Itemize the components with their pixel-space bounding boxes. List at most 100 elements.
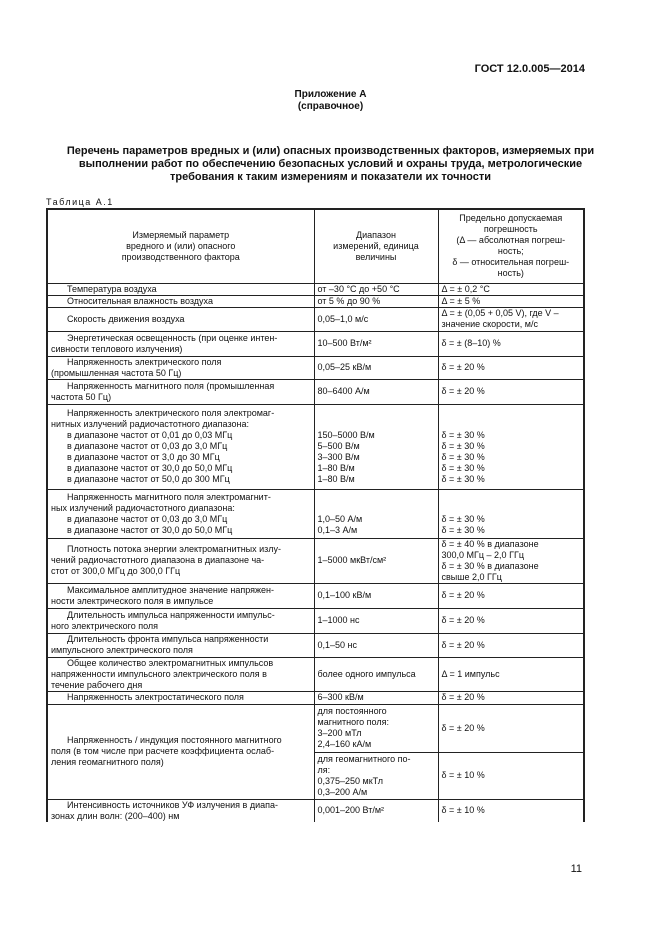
cell-line: Напряженность электростатического поля	[67, 692, 244, 702]
cell-line: в диапазоне частот от 30,0 до 50,0 МГц	[67, 463, 233, 473]
table-row: Энергетическая освещенность (при оценке …	[46, 330, 585, 357]
cell-line: δ = ± 30 %	[441, 463, 485, 473]
table-row: Напряженность магнитного поля (промышлен…	[46, 378, 585, 405]
cell-line: напряженности импульсного электрического…	[51, 668, 267, 679]
cell-line: ность)	[497, 268, 524, 279]
range-cell: 1–5000 мкВт/см²	[313, 537, 439, 584]
param-cell: Общее количество электромагнитных импуль…	[46, 656, 315, 692]
cell-line: значение скорости, м/с	[441, 319, 539, 329]
cell-line	[442, 503, 581, 514]
cell-line: 6–300 кВ/м	[317, 692, 364, 702]
cell-line: в диапазоне частот от 0,03 до 3,0 МГц	[67, 441, 228, 451]
cell-line: измерений, единица	[333, 240, 419, 251]
cell-line: 0,1–50 нс	[317, 639, 358, 650]
table-row: Напряженность электростатического поля 6–…	[46, 690, 585, 705]
cell-line: 80–6400 А/м	[317, 386, 370, 396]
cell-line: (промышленная частота 50 Гц)	[51, 367, 182, 378]
param-cell: Максимальное амплитудное значение напряж…	[46, 582, 315, 609]
error-cell: δ = ± 30 % δ = ± 30 % δ = ± 30 % δ = ± 30 %…	[437, 403, 585, 490]
cell-line: Δ = ± 0,2 °С	[441, 283, 490, 294]
param-cell: Измеряемый параметр вредного и (или) опас…	[46, 208, 315, 284]
standard-number: ГОСТ 12.0.005—2014	[474, 63, 585, 75]
cell-line: 150–5000 В/м	[317, 430, 375, 440]
cell-line: δ = ± 30 %	[441, 524, 485, 535]
table-row: Относительная влажность воздуха от 5 % до…	[46, 294, 585, 308]
error-cell: δ = ± 30 % δ = ± 30 %	[437, 488, 585, 539]
range-cell: от 5 % до 90 %	[313, 294, 439, 308]
range-cell: Диапазон измерений, единица величины	[313, 208, 439, 284]
cell-line: 0,05–1,0 м/с	[317, 313, 369, 324]
range-cell: 10–500 Вт/м²	[313, 330, 439, 357]
table-row: Напряженность электрического поля (промыш…	[46, 355, 585, 380]
cell-line: ля:	[317, 764, 331, 775]
title-line: требования к таким измерениям и показате…	[170, 171, 491, 183]
cell-line	[318, 503, 435, 514]
cell-line: 0,05–25 кВ/м	[317, 362, 372, 372]
range-cell: для геомагнитного по-ля: 0,375–250 мкТл 0,…	[313, 751, 439, 800]
cell-line: δ = ± 10 %	[441, 770, 485, 780]
cell-line: δ = ± 20 %	[441, 722, 485, 733]
table-row: Напряженность магнитного поля электромаг…	[46, 488, 585, 539]
cell-line	[442, 492, 581, 503]
cell-line: вредного и (или) опасного	[126, 240, 236, 251]
cell-line: 0,375–250 мкТл	[317, 775, 384, 786]
cell-line: δ = ± 20 %	[441, 615, 485, 625]
cell-line: Напряженность / индукция постоянного маг…	[67, 735, 282, 745]
cell-line: Напряженность электрического поля	[67, 356, 222, 367]
document-title: Перечень параметров вредных и (или) опас…	[30, 145, 631, 184]
cell-line: Энергетическая освещенность (при оценке …	[67, 332, 278, 343]
cell-line: δ = ± 30 %	[441, 513, 485, 524]
cell-line: стот от 300,0 МГц до 300,0 ГГц	[51, 566, 181, 576]
error-cell: δ = ± 20 %	[437, 582, 585, 609]
cell-line: в диапазоне частот от 50,0 до 300 МГц	[67, 474, 230, 484]
cell-line: ность;	[497, 246, 524, 257]
cell-line: для постоянного	[317, 706, 387, 716]
error-cell: Δ = ± 5 %	[437, 294, 585, 308]
error-cell: Предельно допускаемая погрешность (Δ — абс…	[437, 208, 585, 284]
title-line: выполнении работ по обеспечению безопасн…	[78, 158, 583, 170]
range-cell: 6–300 кВ/м	[313, 690, 439, 705]
cell-line: δ — относительная погреш-	[452, 257, 570, 268]
table-header-row: Измеряемый параметр вредного и (или) опас…	[46, 208, 585, 284]
cell-line: δ = ± 30 %	[441, 452, 485, 462]
param-cell: Плотность потока энергии электромагнитны…	[46, 537, 315, 584]
param-cell: Напряженность электрического поля электр…	[46, 403, 315, 490]
error-cell: δ = ± (8–10) %	[437, 330, 585, 357]
error-cell: δ = ± 10 %	[437, 798, 585, 822]
cell-line: δ = ± 10 %	[441, 805, 485, 816]
cell-line: δ = ± 20 %	[441, 692, 485, 702]
cell-line: δ = ± 20 %	[441, 386, 485, 396]
cell-line: Δ = 1 импульс	[441, 668, 500, 679]
appendix-heading: Приложение А (справочное)	[0, 89, 661, 113]
cell-line: величины	[355, 251, 397, 262]
cell-line: δ = ± 20 %	[441, 590, 485, 600]
cell-line: δ = ± 40 % в диапазоне	[441, 538, 539, 549]
range-cell: 0,05–1,0 м/с	[313, 306, 439, 332]
cell-line: Плотность потока энергии электромагнитны…	[67, 544, 281, 554]
page-number: 11	[570, 863, 582, 875]
param-cell: Температура воздуха	[46, 282, 315, 296]
cell-line: Δ = ± (0,05 + 0,05 V), где V –	[441, 308, 559, 318]
range-cell: 0,1–50 нс	[313, 632, 439, 658]
param-cell: Скорость движения воздуха	[46, 306, 315, 332]
table-row: Общее количество электромагнитных импуль…	[46, 656, 585, 692]
param-cell: Напряженность электрического поля (промыш…	[46, 355, 315, 380]
cell-line: свыше 2,0 ГГц	[441, 571, 502, 582]
param-cell: Относительная влажность воздуха	[46, 294, 315, 308]
cell-line: Длительность импульса напряженности импу…	[67, 609, 275, 620]
cell-line: ления геомагнитного поля)	[51, 757, 164, 767]
cell-line: погрешность	[483, 224, 538, 235]
cell-line: ности электрического поля в импульсе	[51, 595, 214, 606]
error-cell: δ = ± 20 %	[437, 703, 585, 753]
error-cell: Δ = ± 0,2 °С	[437, 282, 585, 296]
cell-line: 0,3–200 А/м	[317, 786, 368, 797]
cell-line: Предельно допускаемая	[459, 213, 563, 224]
cell-line: более одного импульса	[317, 668, 416, 679]
cell-line: δ = ± 30 %	[441, 441, 485, 451]
cell-line: 2,4–160 кА/м	[317, 739, 372, 749]
cell-line: Интенсивность источников УФ излучения в …	[67, 799, 278, 810]
cell-line: в диапазоне частот от 30,0 до 50,0 МГц	[67, 524, 233, 535]
cell-line: Диапазон	[356, 229, 396, 240]
table-row: Интенсивность источников УФ излучения в …	[46, 798, 585, 822]
cell-line: импульсного электрического поля	[51, 645, 193, 655]
